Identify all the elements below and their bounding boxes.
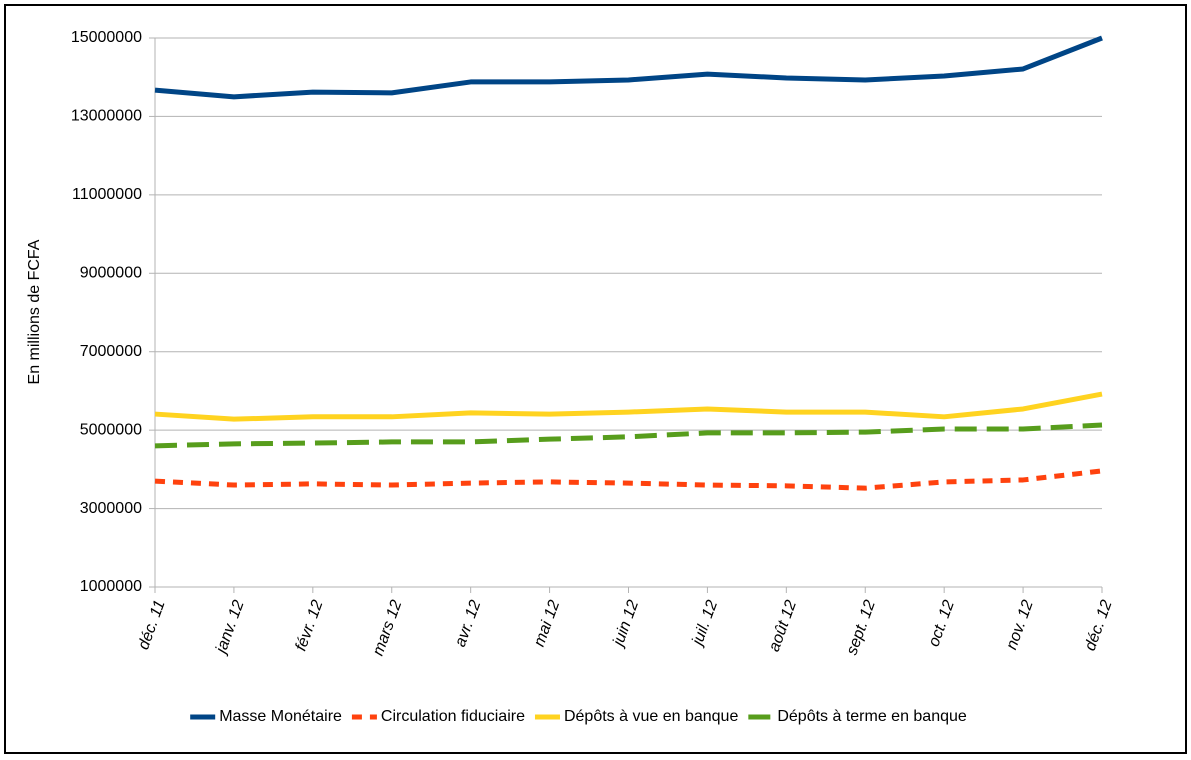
y-tick-label: 15000000 [71,29,142,46]
chart-border [4,4,1187,754]
y-axis-title: En millions de FCFA [26,239,43,384]
y-tick-label: 1000000 [80,578,142,595]
legend-item: Dépôts à vue en banque [534,708,738,725]
legend-item: Circulation fiduciaire [351,708,525,725]
y-tick-label: 5000000 [80,421,142,438]
series-line [154,422,1103,449]
legend-label: Dépôts à vue en banque [564,708,738,725]
legend-item: Masse Monétaire [190,708,342,725]
y-tick-label: 13000000 [71,108,142,125]
y-tick-label: 9000000 [80,265,142,282]
y-tick-label: 11000000 [72,186,142,203]
legend-label: Circulation fiduciaire [381,708,525,725]
series-line [154,468,1103,491]
legend-label: Masse Monétaire [219,708,342,725]
series-line [154,391,1103,422]
legend-item: Dépôts à terme en banque [748,708,967,725]
y-tick-label: 7000000 [80,343,142,360]
series-line [154,35,1103,100]
y-tick-label: 3000000 [80,500,142,517]
legend-label: Dépôts à terme en banque [777,708,967,725]
